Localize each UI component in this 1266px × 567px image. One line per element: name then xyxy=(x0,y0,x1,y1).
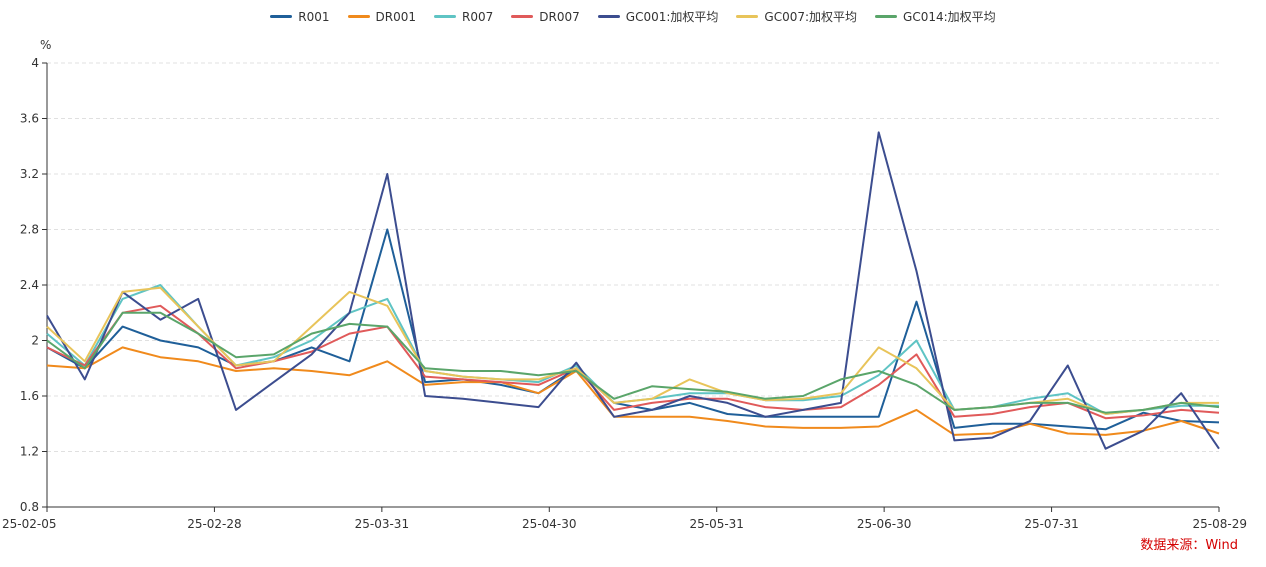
legend-item[interactable]: R007 xyxy=(434,8,493,25)
legend-label: GC007:加权平均 xyxy=(764,10,858,24)
x-tick-label: 25-08-29 xyxy=(1193,517,1247,531)
y-tick-label: 2.4 xyxy=(20,278,39,292)
x-tick-label: 25-07-31 xyxy=(1024,517,1078,531)
axes: 0.8 1.2 1.6 2 2.4 2.8 3.2 3.6 4 25-02-05 25-02-28 2… xyxy=(2,56,1247,531)
legend-swatch xyxy=(434,15,457,18)
legend: R001 DR001 R007 DR007 GC001:加权平均 GC007:加权平均 GC… xyxy=(0,8,1266,25)
x-tick-label: 25-04-30 xyxy=(522,517,576,531)
legend-label: R007 xyxy=(462,9,494,24)
legend-item[interactable]: R001 xyxy=(270,8,330,25)
legend-swatch xyxy=(736,15,759,18)
series-line-1 xyxy=(46,346,1220,436)
legend-item[interactable]: GC014:加权平均 xyxy=(875,8,996,25)
series-line-4 xyxy=(46,131,1220,450)
legend-swatch xyxy=(597,15,620,18)
series-line-0 xyxy=(46,228,1220,431)
series-line-6 xyxy=(46,311,1220,414)
legend-label: R001 xyxy=(298,9,330,24)
legend-swatch xyxy=(270,15,293,18)
y-tick-label: 4 xyxy=(31,56,39,70)
series-line-5 xyxy=(46,286,1219,415)
y-tick-label: 1.6 xyxy=(20,389,39,403)
y-tick-label: 2.8 xyxy=(20,223,39,237)
legend-item[interactable]: DR001 xyxy=(347,8,417,25)
legend-item[interactable]: GC007:加权平均 xyxy=(736,8,857,25)
x-tick-label: 25-05-31 xyxy=(689,517,743,531)
legend-label: GC014:加权平均 xyxy=(903,10,996,24)
y-tick-label: 3.6 xyxy=(20,112,39,126)
y-tick-label: 2 xyxy=(31,334,39,348)
series-line-3 xyxy=(46,304,1220,420)
y-tick-label: 3.2 xyxy=(20,167,39,181)
y-tick-label: 1.2 xyxy=(20,445,39,459)
x-tick-label: 25-06-30 xyxy=(857,517,911,531)
x-tick-label: 25-02-05 xyxy=(2,517,56,531)
x-tick-label: 25-03-31 xyxy=(355,517,409,531)
series-lines xyxy=(46,131,1220,450)
legend-swatch xyxy=(347,15,370,18)
y-axis-unit: % xyxy=(40,38,52,52)
legend-swatch xyxy=(511,15,534,18)
legend-label: DR007 xyxy=(539,9,580,24)
data-source-note: 数据来源：Wind xyxy=(1140,538,1238,553)
legend-swatch xyxy=(875,15,898,18)
gridlines xyxy=(47,62,1219,452)
x-tick-label: 25-02-28 xyxy=(187,517,241,531)
legend-item[interactable]: GC001:加权平均 xyxy=(597,8,719,25)
y-tick-label: 0.8 xyxy=(20,500,39,514)
legend-item[interactable]: DR007 xyxy=(511,8,580,25)
legend-label: DR001 xyxy=(375,9,417,24)
legend-label: GC001:加权平均 xyxy=(625,10,719,24)
